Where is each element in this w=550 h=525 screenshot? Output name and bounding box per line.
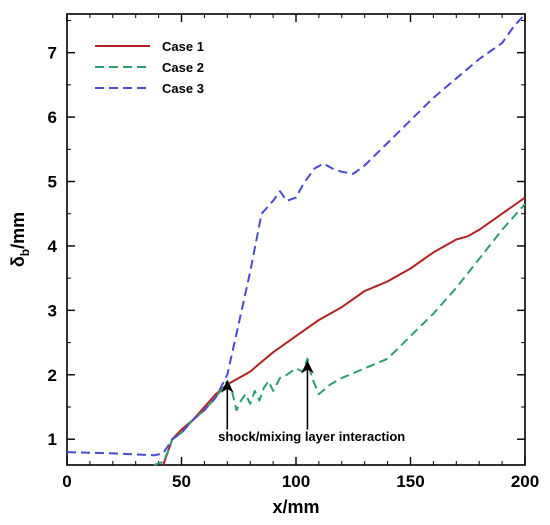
legend-label: Case 1 bbox=[162, 39, 204, 54]
y-axis-label: δb/mm bbox=[8, 212, 32, 267]
x-tick-label: 0 bbox=[62, 472, 71, 491]
legend-label: Case 3 bbox=[162, 81, 204, 96]
y-tick-label: 7 bbox=[48, 44, 57, 63]
x-axis-label: x/mm bbox=[272, 497, 319, 517]
y-tick-label: 3 bbox=[48, 301, 57, 320]
y-axis-label-unit: /mm bbox=[8, 212, 28, 249]
y-axis-label-subscript: b bbox=[18, 249, 32, 256]
legend-label: Case 2 bbox=[162, 60, 204, 75]
series-line-case-1 bbox=[162, 196, 526, 466]
annotation-text: shock/mixing layer interaction bbox=[218, 429, 405, 444]
series-lines bbox=[66, 13, 526, 466]
y-tick-label: 5 bbox=[48, 173, 57, 192]
y-tick-label: 1 bbox=[48, 430, 57, 449]
y-tick-label: 6 bbox=[48, 108, 57, 127]
x-tick-label: 50 bbox=[172, 472, 191, 491]
series-line-case-3 bbox=[66, 13, 526, 457]
y-axis-label-symbol: δ bbox=[8, 256, 28, 267]
x-tick-label: 150 bbox=[396, 472, 424, 491]
x-tick-label: 200 bbox=[511, 472, 539, 491]
y-tick-label: 4 bbox=[48, 237, 58, 256]
axis-ticks: 0 50 100 150 200 1 2 3 4 5 6 7 bbox=[48, 14, 539, 491]
annotation-group: shock/mixing layer interaction bbox=[218, 360, 405, 444]
legend: Case 1 Case 2 Case 3 bbox=[95, 39, 204, 96]
x-tick-label: 100 bbox=[282, 472, 310, 491]
y-tick-label: 2 bbox=[48, 366, 57, 385]
series-line-case-2 bbox=[153, 203, 526, 466]
